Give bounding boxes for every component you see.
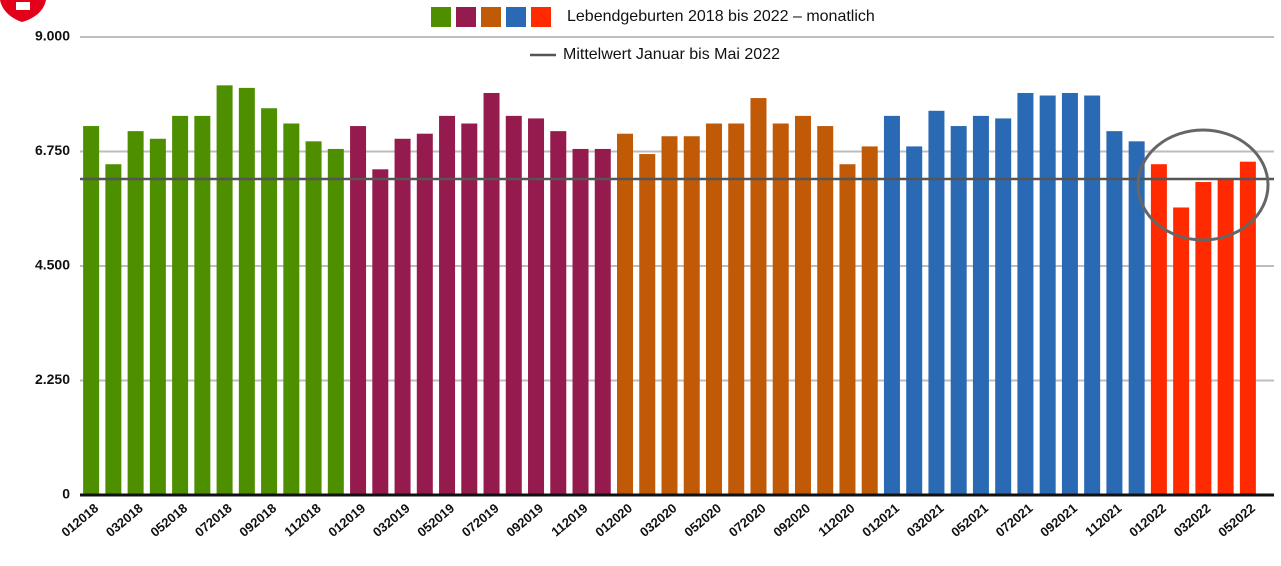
bar [394, 138, 411, 495]
bar [661, 136, 678, 495]
bar [572, 148, 589, 495]
bar [283, 123, 300, 495]
x-tick-label: 032020 [637, 500, 680, 539]
bar [906, 146, 923, 495]
bar [794, 115, 811, 495]
bar [839, 164, 856, 495]
bar [639, 154, 656, 496]
x-tick-label: 052019 [414, 500, 457, 539]
x-tick-label: 092019 [503, 500, 546, 539]
bar [439, 115, 456, 495]
bar [1239, 161, 1256, 495]
x-tick-label: 032018 [103, 500, 146, 539]
bar [928, 110, 945, 496]
bar [461, 123, 478, 495]
x-tick-label: 052022 [1215, 500, 1258, 539]
bar [372, 169, 389, 496]
bar [327, 148, 344, 495]
logo-mark [16, 2, 30, 10]
x-tick-label: 112018 [281, 500, 323, 539]
y-tick-label: 4.500 [35, 257, 70, 273]
x-tick-label: 092020 [770, 500, 813, 539]
bar [194, 115, 211, 495]
bar [1106, 131, 1123, 495]
bar [728, 123, 745, 495]
x-tick-label: 052020 [681, 500, 724, 539]
bar [1195, 182, 1212, 496]
x-tick-label: 012018 [58, 500, 101, 539]
bar [594, 148, 611, 495]
bar [1217, 179, 1234, 495]
bar [105, 164, 122, 495]
bar [750, 98, 767, 496]
bar [483, 92, 500, 495]
y-tick-label: 2.250 [35, 371, 70, 387]
x-tick-label: 112021 [1082, 500, 1124, 539]
bar [172, 115, 189, 495]
x-tick-label: 032021 [904, 500, 947, 539]
bar [817, 126, 834, 496]
x-tick-label: 072018 [192, 500, 235, 539]
bar [1173, 207, 1190, 495]
bar [350, 126, 367, 496]
bar [683, 136, 700, 495]
bar [617, 133, 634, 495]
logo [0, 0, 46, 22]
bar [261, 108, 278, 495]
legend-swatch [481, 7, 501, 27]
bar [1061, 92, 1078, 495]
bar [528, 118, 545, 495]
bar [705, 123, 722, 495]
x-tick-label: 092021 [1037, 500, 1080, 539]
bar [1150, 164, 1167, 495]
x-tick-label: 072021 [993, 500, 1036, 539]
x-tick-label: 032019 [370, 500, 413, 539]
bar [861, 146, 878, 495]
highlight-circle [1136, 128, 1270, 242]
y-tick-label: 6.750 [35, 142, 70, 158]
bar [1039, 95, 1056, 496]
bar [83, 126, 100, 496]
bar [505, 115, 522, 495]
bar [995, 118, 1012, 495]
legend-ref-label: Mittelwert Januar bis Mai 2022 [563, 46, 780, 63]
bar [305, 141, 322, 496]
x-tick-label: 012021 [859, 500, 902, 539]
legend-swatch [431, 7, 451, 27]
bar [238, 87, 255, 495]
x-tick-label: 112020 [815, 500, 857, 539]
x-tick-label: 012019 [325, 500, 368, 539]
x-tick-label: 052018 [147, 500, 190, 539]
bar [216, 85, 233, 495]
x-tick-label: 092018 [236, 500, 279, 539]
x-tick-label: 032022 [1171, 500, 1214, 539]
bar [1084, 95, 1101, 496]
bar [772, 123, 789, 495]
x-tick-label: 072020 [726, 500, 769, 539]
x-tick-label: 112019 [548, 500, 590, 539]
legend-label: Lebendgeburten 2018 bis 2022 – monatlich [567, 8, 875, 25]
legend-swatch [506, 7, 526, 27]
legend-swatch [456, 7, 476, 27]
bar [149, 138, 166, 495]
x-tick-label: 012020 [592, 500, 635, 539]
bar [1128, 141, 1145, 496]
bar [416, 133, 433, 495]
x-tick-label: 072019 [459, 500, 502, 539]
bar [127, 131, 144, 495]
bar [550, 131, 567, 495]
x-tick-label: 052021 [948, 500, 991, 539]
bar [1017, 92, 1034, 495]
bar [883, 115, 900, 495]
bar [950, 126, 967, 496]
x-tick-label: 012022 [1126, 500, 1169, 539]
bar [972, 115, 989, 495]
legend-swatch [531, 7, 551, 27]
y-tick-label: 0 [62, 486, 70, 502]
y-tick-label: 9.000 [35, 28, 70, 44]
